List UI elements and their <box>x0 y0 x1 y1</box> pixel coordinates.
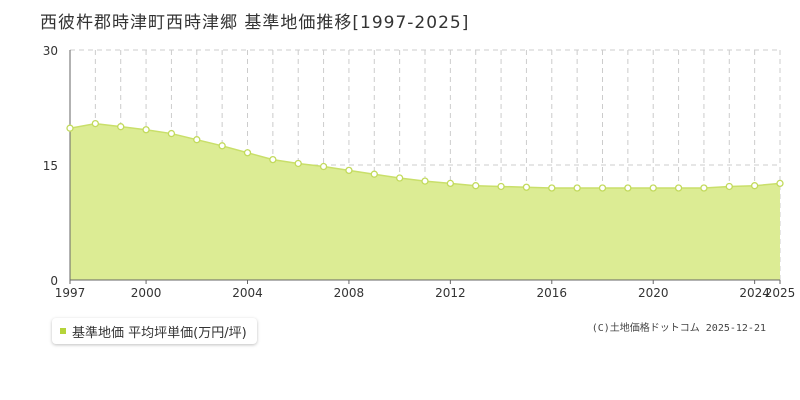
credit-text: (C)土地価格ドットコム 2025-12-21 <box>591 323 766 334</box>
series-area <box>69 122 781 280</box>
data-point <box>345 166 353 175</box>
chart-title: 西彼杵郡時津町西時津郷 基準地価推移[1997-2025] <box>40 13 470 33</box>
data-point <box>624 184 632 192</box>
legend-label: 基準地価 平均坪単価(万円/坪) <box>72 325 247 341</box>
data-point <box>700 184 708 192</box>
data-point <box>142 126 150 134</box>
series-markers <box>66 119 784 192</box>
data-point <box>776 179 784 188</box>
x-tick-label: 2008 <box>334 286 365 300</box>
series-area-fill <box>70 123 780 280</box>
x-tick-label: 2012 <box>435 286 466 300</box>
data-point <box>497 182 505 191</box>
data-point <box>573 184 581 192</box>
data-point <box>598 184 607 192</box>
data-point <box>750 182 759 190</box>
data-point <box>269 155 277 164</box>
data-point <box>218 142 226 150</box>
data-point <box>674 184 683 192</box>
data-point <box>446 179 455 188</box>
data-point <box>522 183 531 191</box>
data-point <box>548 184 556 192</box>
axes <box>69 50 781 284</box>
data-point <box>243 149 252 157</box>
y-tick-label: 0 <box>50 274 58 288</box>
x-tick-label: 2025 <box>765 286 796 300</box>
data-point <box>725 182 733 191</box>
legend-swatch <box>60 328 66 334</box>
data-point <box>649 184 657 192</box>
data-point <box>370 170 378 178</box>
data-point <box>472 182 480 190</box>
y-tick-label: 15 <box>43 159 58 173</box>
data-point <box>117 123 125 131</box>
data-point <box>294 159 302 168</box>
x-tick-label: 2020 <box>638 286 669 300</box>
y-tick-label: 30 <box>43 44 58 58</box>
data-point <box>421 177 429 185</box>
x-tick-label: 2024 <box>739 286 770 300</box>
data-point <box>395 174 404 182</box>
data-point <box>319 162 328 171</box>
data-point <box>193 136 201 144</box>
x-tick-label: 1997 <box>55 286 86 300</box>
data-point <box>66 124 74 132</box>
data-point <box>91 119 100 128</box>
x-tick-label: 2000 <box>131 286 162 300</box>
data-point <box>167 129 176 138</box>
legend: 基準地価 平均坪単価(万円/坪) <box>52 318 257 344</box>
tick-labels: 0 15 30 1997 2000 2004 2008 2012 2016 2020 2024202… <box>43 44 796 300</box>
x-tick-label: 2016 <box>537 286 568 300</box>
x-tick-label: 2004 <box>232 286 263 300</box>
